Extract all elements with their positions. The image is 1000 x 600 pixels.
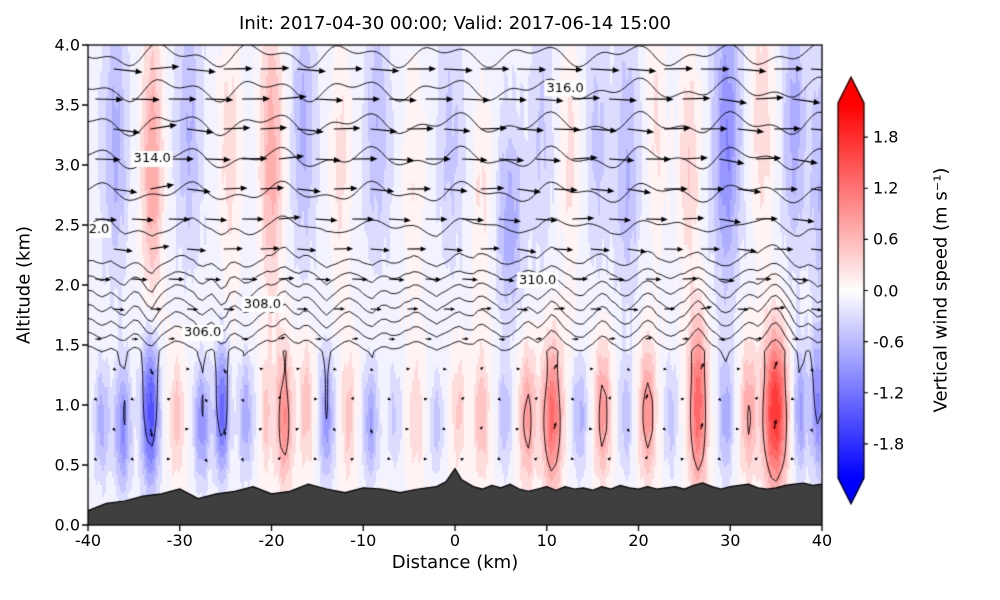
colorbar-tick-label: -1.2	[873, 383, 905, 403]
colorbar-label: Vertical wind speed (m s⁻¹)	[930, 167, 952, 413]
x-tick-label: 30	[720, 531, 741, 550]
colorbar-tick-label: 0.0	[873, 281, 899, 300]
y-tick-label: 2.5	[54, 215, 80, 235]
x-tick-label: 10	[536, 531, 557, 550]
plot-title: Init: 2017-04-30 00:00; Valid: 2017-06-1…	[239, 13, 671, 34]
x-tick-label: -10	[350, 531, 377, 550]
colorbar-tick-label: -1.8	[873, 434, 905, 454]
colorbar-tick-label: 0.6	[873, 229, 899, 249]
colorbar-tick-label: 1.2	[873, 178, 899, 198]
y-axis-label: Altitude (km)	[13, 225, 35, 345]
y-tick-label: 1.0	[54, 395, 80, 415]
x-tick-label: 0	[449, 531, 461, 550]
colorbar-tick-label: -0.6	[873, 332, 905, 352]
x-axis-label: Distance (km)	[391, 552, 519, 573]
y-tick-label: 3.0	[54, 155, 80, 175]
colorbar-tick-label: 1.8	[873, 127, 899, 147]
y-tick-label: 4.0	[54, 35, 80, 55]
y-tick-label: 2.0	[54, 275, 80, 295]
x-tick-label: -30	[166, 531, 193, 550]
x-tick-label: 20	[628, 531, 649, 550]
x-tick-label: -40	[74, 531, 102, 550]
y-tick-label: 0.5	[54, 455, 80, 475]
y-tick-label: 3.5	[54, 95, 80, 115]
x-tick-label: 40	[811, 531, 833, 550]
y-tick-label: 1.5	[54, 335, 80, 355]
y-tick-label: 0.0	[54, 515, 80, 535]
x-tick-label: -20	[258, 531, 285, 550]
